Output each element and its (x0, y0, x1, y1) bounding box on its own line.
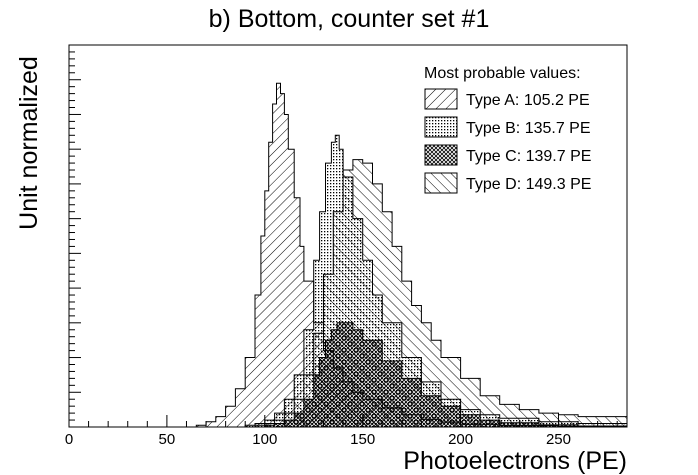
x-tick-label: 100 (252, 431, 277, 448)
x-axis: 0 50 100 150 200 250 (65, 415, 618, 448)
legend-label-4: Type D: 149.3 PE (466, 176, 591, 193)
legend-label-1: Type A: 105.2 PE (466, 92, 590, 109)
legend-swatch-4 (424, 172, 458, 194)
series-layer (186, 82, 628, 428)
y-axis (69, 44, 81, 428)
legend: Most probable values: Type A: 105.2 PE Ty… (424, 65, 591, 194)
legend-label-2: Type B: 135.7 PE (466, 120, 591, 137)
x-tick-label: 150 (350, 431, 375, 448)
x-axis-label: Photoelectrons (PE) (403, 447, 627, 475)
x-tick-label: 0 (65, 431, 73, 448)
legend-label-3: Type C: 139.7 PE (466, 148, 591, 165)
legend-swatch-3 (424, 144, 458, 166)
x-tick-label: 50 (159, 431, 176, 448)
legend-swatch-1 (424, 88, 458, 110)
legend-title: Most probable values: (424, 65, 581, 82)
x-tick-label: 250 (546, 431, 571, 448)
legend-swatch-2 (424, 116, 458, 138)
chart-title: b) Bottom, counter set #1 (209, 5, 490, 33)
y-axis-label: Unit normalized (15, 56, 43, 230)
x-tick-label: 200 (448, 431, 473, 448)
series-3-histogram (255, 322, 628, 428)
